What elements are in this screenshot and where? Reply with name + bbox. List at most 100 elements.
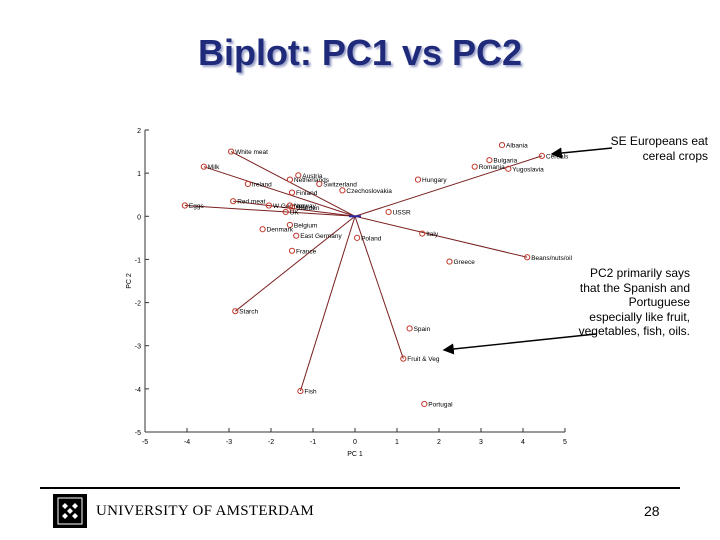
- country-point: [286, 221, 293, 229]
- loading-label: Starch: [239, 309, 258, 316]
- country-label: Poland: [361, 235, 382, 242]
- country-label: Denmark: [267, 227, 294, 234]
- x-tick-label: 3: [479, 439, 483, 446]
- country-point: [316, 180, 323, 188]
- x-axis-label: PC 1: [347, 451, 363, 458]
- y-tick-label: -4: [135, 387, 141, 394]
- loading-label: Eggs: [189, 203, 205, 210]
- loading-line: [234, 215, 356, 312]
- university-logo: [53, 494, 87, 528]
- loading-label: Beans/nuts/oil: [531, 255, 572, 262]
- loading-label: Cereals: [546, 153, 569, 160]
- country-label: USSR: [393, 209, 411, 216]
- country-point: [498, 142, 506, 149]
- country-point: [295, 172, 302, 179]
- country-label: Switzerland: [323, 181, 357, 188]
- country-label: Czechoslovakia: [346, 188, 392, 195]
- x-tick-label: 1: [395, 439, 399, 446]
- x-tick-label: 5: [563, 439, 567, 446]
- country-point: [471, 163, 478, 170]
- country-label: Greece: [454, 259, 476, 266]
- loading-line: [203, 166, 356, 217]
- y-tick-label: -2: [135, 301, 141, 308]
- country-label: Finland: [296, 190, 318, 197]
- country-label: W Germany: [273, 203, 308, 210]
- y-axis-label: PC 2: [126, 273, 133, 289]
- x-tick-label: -3: [226, 439, 232, 446]
- loading-line: [299, 216, 356, 392]
- loading-marker: [200, 163, 207, 170]
- country-label: Portugal: [428, 401, 453, 408]
- country-label: Bulgaria: [493, 158, 517, 165]
- annotation-arrow-fruit: [442, 333, 597, 355]
- country-point: [446, 258, 453, 265]
- loading-marker: [538, 152, 546, 159]
- country-label: Albania: [506, 143, 528, 150]
- note-pc2-explanation: PC2 primarily says that the Spanish and …: [578, 266, 690, 338]
- x-tick-label: 4: [521, 439, 525, 446]
- x-tick-label: -1: [310, 439, 316, 446]
- x-tick-label: -2: [268, 439, 274, 446]
- loading-line: [354, 155, 543, 217]
- country-label: France: [296, 248, 317, 255]
- country-point: [414, 176, 422, 183]
- country-label: East Germany: [300, 233, 342, 240]
- footer-divider: [40, 487, 680, 489]
- loading-arrows: White meat Milk Red meat Eggs Starch Fish Frui…: [181, 148, 573, 396]
- annotation-arrows: [442, 147, 613, 355]
- country-label: Italy: [426, 231, 439, 238]
- loading-line: [354, 216, 404, 359]
- country-label: Spain: [414, 326, 431, 333]
- country-point: [288, 247, 296, 254]
- country-point: [339, 187, 346, 194]
- loading-marker: [228, 148, 235, 155]
- loading-label: White meat: [235, 149, 268, 156]
- country-label: UK: [290, 209, 300, 216]
- y-tick-label: -5: [135, 430, 141, 437]
- country-label: Norway: [294, 203, 317, 210]
- country-point: [385, 208, 392, 216]
- loading-line: [184, 205, 356, 217]
- country-label: Netherlands: [294, 177, 330, 184]
- loading-label: Milk: [208, 164, 220, 171]
- country-point: [244, 180, 251, 188]
- country-point: [288, 204, 296, 211]
- country-point: [293, 232, 300, 239]
- page-number: 28: [644, 503, 660, 519]
- loading-marker: [400, 355, 407, 362]
- x-tick-label: -5: [142, 439, 148, 446]
- country-label: Belgium: [294, 222, 317, 229]
- country-point: [288, 189, 296, 196]
- loading-marker: [232, 308, 239, 315]
- note-se-europeans: SE Europeans eat cereal crops: [610, 134, 708, 163]
- loading-marker: [524, 254, 531, 261]
- country-point: [354, 234, 361, 241]
- y-tick-label: -3: [135, 344, 141, 351]
- country-point: [486, 157, 493, 164]
- loading-label: Fruit & Veg: [407, 356, 440, 363]
- country-point: [406, 325, 413, 332]
- loading-marker: [181, 202, 188, 209]
- country-point: [419, 230, 426, 237]
- y-tick-label: -1: [135, 257, 141, 264]
- slide-title: Biplot: PC1 vs PC2: [197, 32, 523, 73]
- country-point: [286, 176, 293, 183]
- x-tick-label: 0: [353, 439, 357, 446]
- university-name: UNIVERSITY OF AMSTERDAM: [96, 503, 315, 519]
- country-label: Yugoslavia: [512, 166, 544, 173]
- x-tick-label: -4: [184, 439, 190, 446]
- loading-label: Red meat: [237, 199, 265, 206]
- y-tick-label: 2: [137, 128, 141, 135]
- loading-line: [230, 151, 356, 217]
- country-label: Ireland: [252, 181, 272, 188]
- y-tick-label: 1: [137, 171, 141, 178]
- loading-line: [354, 215, 528, 258]
- loading-marker: [230, 198, 237, 205]
- country-point: [265, 202, 272, 209]
- chart-axes: 2 1 0 -1 -2 -3 -4 -5-5 -4 -3 -2 -1 0 1 2 3 4 5 PC 1 PC 2: [126, 128, 567, 458]
- country-label: Hungary: [422, 177, 447, 184]
- country-label: Sweden: [296, 205, 320, 212]
- origin-marker: [349, 215, 361, 218]
